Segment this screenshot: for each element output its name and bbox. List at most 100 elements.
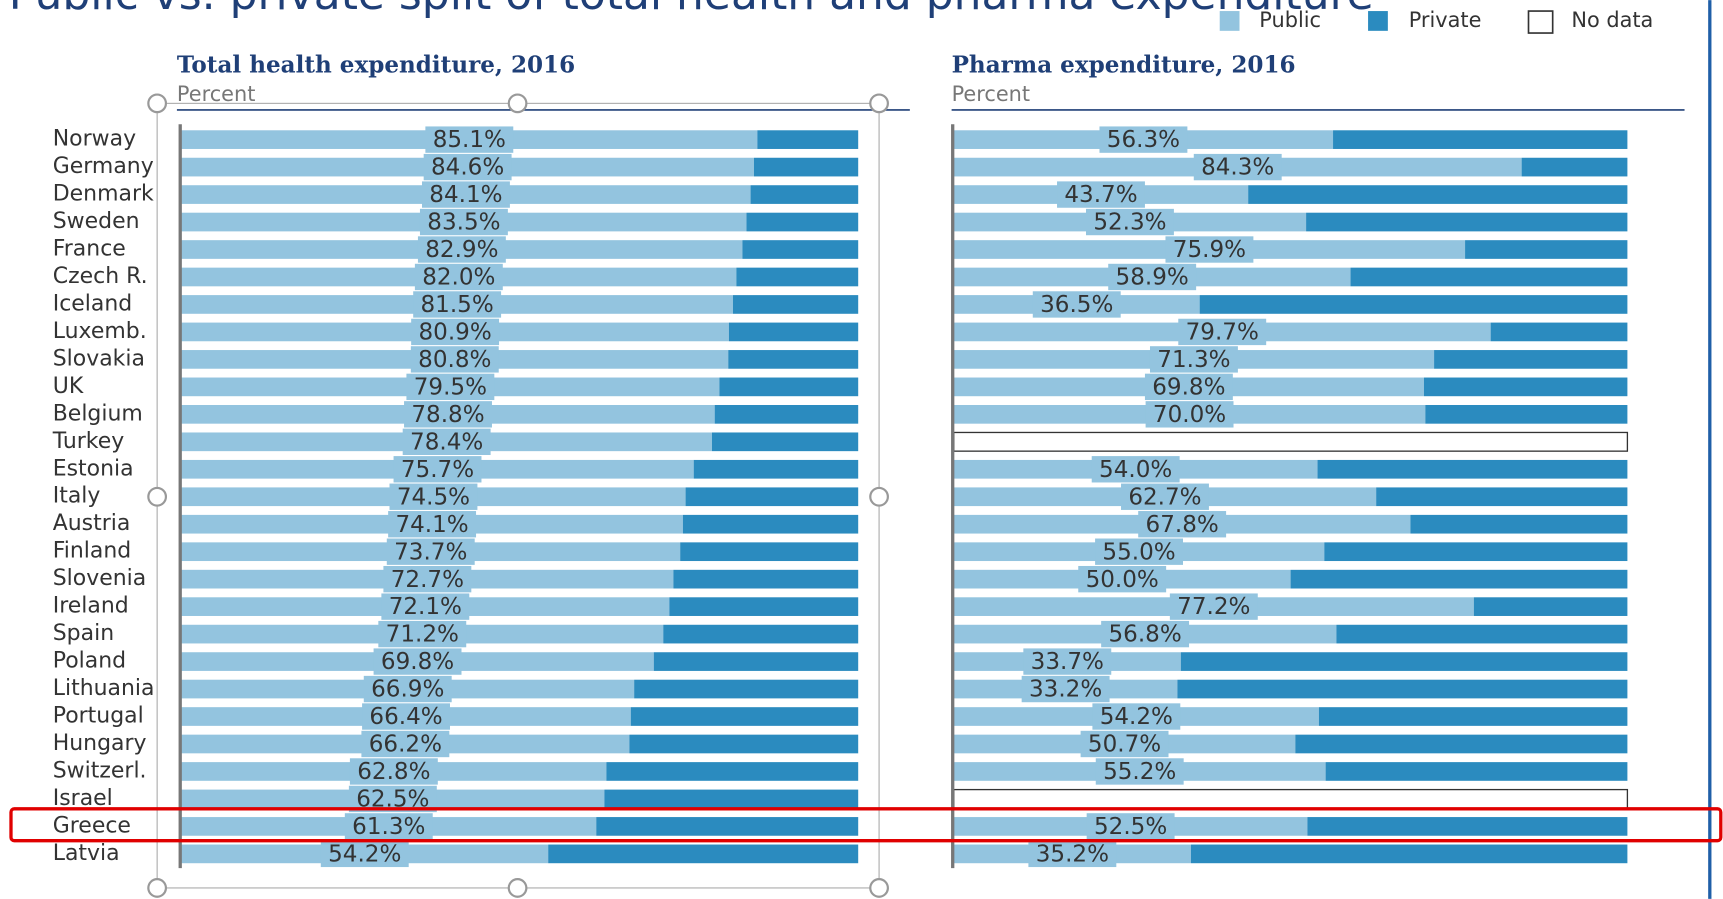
chart-title: Total health expenditure, 2016 [177, 52, 575, 79]
label-bg [425, 126, 514, 153]
chart-title: Pharma expenditure, 2016 [952, 52, 1296, 79]
value-label: 54.0% [1099, 457, 1172, 483]
bar-segment [1307, 817, 1628, 836]
value-label: 75.7% [401, 457, 474, 483]
value-label: 54.2% [1100, 704, 1173, 730]
value-label: 72.7% [391, 567, 464, 593]
label-bg [1193, 153, 1282, 181]
value-label: 70.0% [1153, 402, 1226, 428]
bar-segment [736, 267, 859, 287]
value-label: 55.0% [1102, 539, 1175, 565]
bar-segment [1376, 487, 1628, 507]
label-bg [381, 593, 470, 620]
chart-subtitle: Percent [177, 82, 256, 106]
value-label: 84.1% [429, 182, 502, 208]
value-label: 43.7% [1064, 182, 1137, 208]
category-label: Turkey [52, 429, 125, 454]
value-label: 71.2% [386, 622, 459, 648]
value-label: 84.6% [431, 155, 504, 181]
bar-segment [1180, 652, 1628, 671]
label-bg [320, 840, 409, 868]
bar-segment [1324, 542, 1628, 562]
bar-segment [1325, 762, 1628, 781]
value-label: 69.8% [381, 649, 454, 675]
bar-segment [1490, 322, 1628, 342]
category-label: Portugal [53, 704, 144, 729]
category-label: UK [53, 374, 84, 399]
bar-segment [757, 130, 859, 149]
value-label: 56.3% [1107, 127, 1180, 153]
bar-segment [1465, 240, 1628, 259]
label-bg [1028, 840, 1117, 868]
bar-segment [1423, 377, 1628, 397]
category-label: Austria [53, 511, 131, 536]
value-label: 82.0% [422, 265, 495, 291]
bar-segment [682, 514, 859, 534]
bar-segment [685, 487, 859, 507]
bar-segment [669, 597, 859, 616]
label-bg [1169, 593, 1258, 620]
label-bg [363, 675, 452, 703]
bar-segment [750, 185, 859, 204]
category-label: Italy [53, 484, 101, 509]
category-label: Belgium [53, 401, 143, 426]
label-bg [1080, 730, 1169, 758]
bar-segment [693, 459, 859, 479]
label-bg [1091, 456, 1180, 483]
value-label: 61.3% [352, 814, 425, 840]
bar-segment [630, 707, 859, 726]
plots: Total health expenditure, 2016 Percent Nor… [52, 52, 1685, 869]
label-bg [1092, 703, 1181, 730]
value-label: 56.8% [1108, 622, 1181, 648]
highlight [9, 807, 1723, 843]
value-label: 62.8% [357, 759, 430, 785]
category-label: Finland [53, 539, 132, 564]
bar-segment [1199, 295, 1628, 314]
value-label: 78.8% [411, 402, 484, 428]
category-label: Sweden [53, 209, 140, 234]
value-label: 35.2% [1036, 841, 1109, 867]
bar-segment [1290, 569, 1628, 589]
bar-segment [1336, 624, 1628, 644]
value-label: 74.1% [395, 512, 468, 538]
bar-segment [629, 734, 859, 754]
label-bg [373, 648, 462, 675]
category-label: Iceland [53, 291, 133, 316]
bar-segment [719, 377, 859, 397]
bar-segment [606, 762, 859, 781]
label-bg [1101, 620, 1190, 648]
category-label: Denmark [53, 182, 154, 207]
label-bg [419, 208, 508, 236]
category-label: Lithuania [53, 676, 155, 701]
bar-segment [1410, 514, 1628, 534]
label-bg [414, 263, 503, 291]
label-bg [1085, 208, 1174, 236]
category-label: Slovakia [53, 346, 145, 371]
value-label: 50.7% [1088, 732, 1161, 758]
value-label: 71.3% [1157, 347, 1230, 373]
value-label: 33.2% [1029, 677, 1102, 703]
bar-segment [604, 789, 859, 809]
bar-segment [596, 817, 859, 836]
no-data-bar [953, 788, 1629, 809]
bar-segment [1434, 350, 1628, 369]
label-bg [362, 703, 450, 730]
value-label: 52.3% [1093, 210, 1166, 236]
value-label: 83.5% [427, 210, 500, 236]
value-label: 78.4% [410, 429, 483, 455]
value-label: 77.2% [1177, 594, 1250, 620]
value-label: 74.5% [397, 484, 470, 510]
value-label: 66.4% [369, 704, 442, 730]
label-bg [1095, 538, 1183, 565]
label-bg [349, 758, 438, 785]
bar-segment [732, 295, 859, 314]
label-bg [411, 318, 500, 346]
value-label: 52.5% [1094, 814, 1167, 840]
label-bg [1165, 236, 1254, 263]
legend-swatch [1219, 11, 1240, 31]
label-bg [361, 730, 450, 758]
bar-segment [1333, 130, 1628, 149]
label-bg [1023, 648, 1112, 675]
bar-segment [673, 569, 859, 589]
